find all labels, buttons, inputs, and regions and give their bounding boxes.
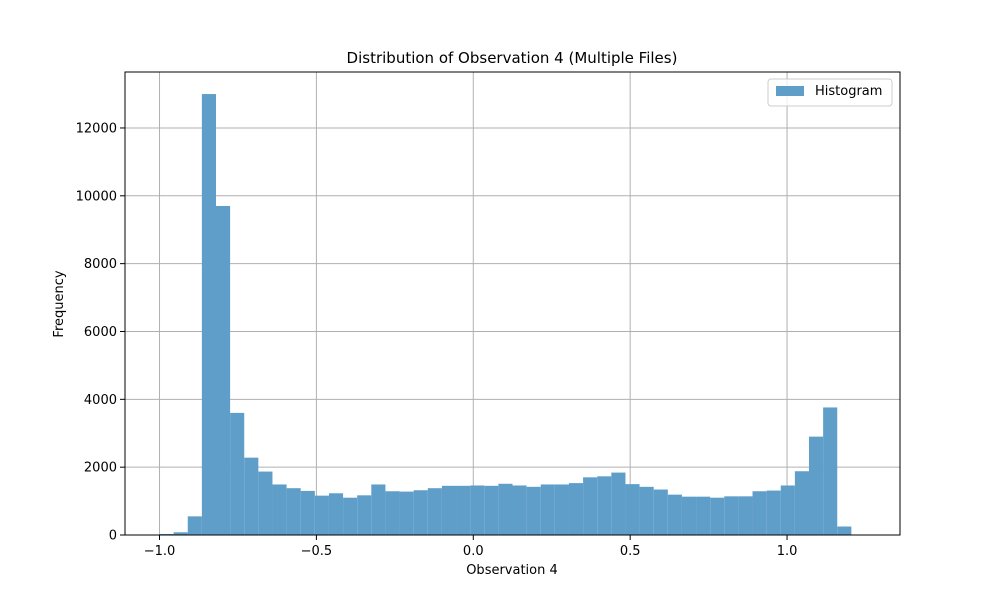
histogram-bars [159,94,852,536]
histogram-bar [653,489,668,535]
histogram-bar [724,496,739,535]
histogram-bar [484,485,499,535]
y-axis-ticks: 0 2000 4000 6000 8000 10000 12000 [76,121,125,544]
histogram-bar [215,205,231,535]
histogram-bar [540,484,555,535]
grid-lines [125,72,900,536]
histogram-bar [780,485,795,535]
histogram-bar [583,477,598,535]
x-axis-ticks: −1.0 −0.5 0.0 0.5 1.0 [144,535,798,559]
x-tick-label: 1.0 [777,544,798,559]
y-tick-label: 4000 [84,393,117,408]
histogram-bar [201,94,216,536]
histogram-bar [667,494,682,535]
x-axis-title: Observation 4 [466,563,558,578]
legend-label: Histogram [815,84,882,99]
chart-title: Distribution of Observation 4 (Multiple … [347,49,678,67]
histogram-bar [568,483,584,535]
legend: Histogram [767,78,893,107]
histogram-bar [823,407,838,535]
histogram-bar [794,471,810,535]
y-axis-title: Frequency [52,270,67,337]
histogram-bar [625,484,640,535]
y-tick-label: 2000 [84,461,117,476]
histogram-bar [696,496,711,535]
y-tick-label: 12000 [76,121,117,136]
y-tick-label: 8000 [84,257,117,272]
histogram-bar [371,484,386,535]
histogram-bar [710,497,725,535]
histogram-bar [597,476,612,535]
histogram-bar [272,484,287,535]
histogram-bar [470,485,485,535]
histogram-bar [314,495,329,535]
histogram-bar [611,472,626,535]
x-tick-label: 0.0 [463,544,484,559]
histogram-bar [498,483,513,535]
histogram-bar [752,491,767,535]
histogram-bar [230,412,245,535]
histogram-bar [441,485,457,535]
histogram-bar [413,490,428,535]
histogram-bar [357,495,372,535]
histogram-bar [244,457,259,535]
histogram-bar [639,486,654,535]
histogram-bar [187,516,202,535]
histogram-bar [328,493,344,535]
x-tick-label: −1.0 [144,544,176,559]
histogram-bar [427,488,442,535]
histogram-bar [766,490,781,535]
y-tick-label: 6000 [84,325,117,340]
y-tick-label: 10000 [76,189,117,204]
histogram-bar [399,491,414,535]
legend-frame [767,78,893,107]
y-tick-label: 0 [109,529,117,544]
histogram-bar [300,490,315,535]
histogram-bar [159,533,174,535]
histogram-bar [837,526,852,535]
x-tick-label: −0.5 [301,544,333,559]
x-tick-label: 0.5 [620,544,641,559]
histogram-bar [809,436,824,535]
histogram-bar [554,484,569,535]
histogram-bar [286,488,301,535]
histogram-bar [343,497,358,535]
histogram-bar [681,496,697,535]
plot-area-frame [124,71,901,536]
histogram-bar [512,485,527,535]
histogram-bar [258,471,273,535]
histogram-bar [385,491,400,535]
histogram-bar [526,486,541,535]
histogram-bar [456,485,471,535]
histogram-bar [173,532,188,535]
legend-swatch [776,86,804,96]
histogram-bar [738,496,753,535]
